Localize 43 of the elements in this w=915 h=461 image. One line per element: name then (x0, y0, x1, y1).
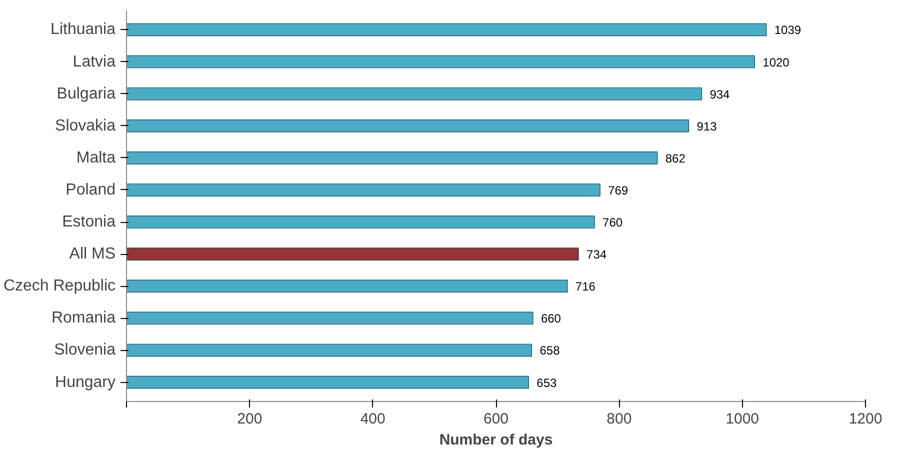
x-tick-label: 800 (606, 410, 632, 428)
y-tick-label: Poland (66, 181, 116, 198)
bar (126, 376, 529, 389)
x-tick-label: 400 (360, 410, 386, 428)
bar (126, 248, 579, 260)
data-label: 769 (608, 183, 628, 198)
bar (126, 87, 702, 100)
y-tick-label: Slovenia (54, 342, 116, 359)
bar (126, 216, 595, 228)
y-tick-label: Lithuania (50, 21, 116, 38)
data-label: 716 (575, 280, 596, 294)
y-tick-label: Hungary (55, 374, 116, 391)
bar (126, 312, 534, 325)
bar (126, 184, 600, 196)
data-label: 653 (536, 376, 557, 390)
bar (126, 280, 568, 293)
y-tick-label: Malta (76, 149, 116, 166)
y-tick-label: Bulgaria (56, 85, 116, 102)
data-label: 658 (540, 344, 560, 358)
bar (126, 344, 532, 357)
bar (126, 55, 755, 68)
data-label: 760 (602, 216, 623, 230)
bar (126, 152, 658, 164)
data-label: 1020 (762, 55, 790, 70)
data-label: 734 (586, 248, 607, 262)
bar (126, 119, 690, 132)
data-label: 862 (665, 151, 686, 166)
x-tick-label: 1000 (726, 410, 760, 428)
data-label: 913 (696, 119, 718, 134)
data-label: 934 (710, 87, 730, 102)
y-tick-label: Latvia (72, 53, 116, 70)
x-axis-title: Number of days (439, 432, 553, 448)
x-tick-label: 200 (237, 410, 262, 428)
x-tick-label: 1200 (848, 410, 882, 428)
x-tick-label: 600 (483, 410, 509, 428)
y-tick-label: All MS (69, 246, 116, 263)
data-label: 1039 (774, 23, 802, 38)
y-tick-label: Romania (51, 310, 116, 327)
y-tick-label: Slovakia (55, 117, 116, 134)
y-tick-label: Czech Republic (3, 278, 116, 295)
data-label: 660 (540, 312, 562, 326)
bar (126, 23, 767, 36)
y-tick-label: Estonia (62, 214, 116, 231)
